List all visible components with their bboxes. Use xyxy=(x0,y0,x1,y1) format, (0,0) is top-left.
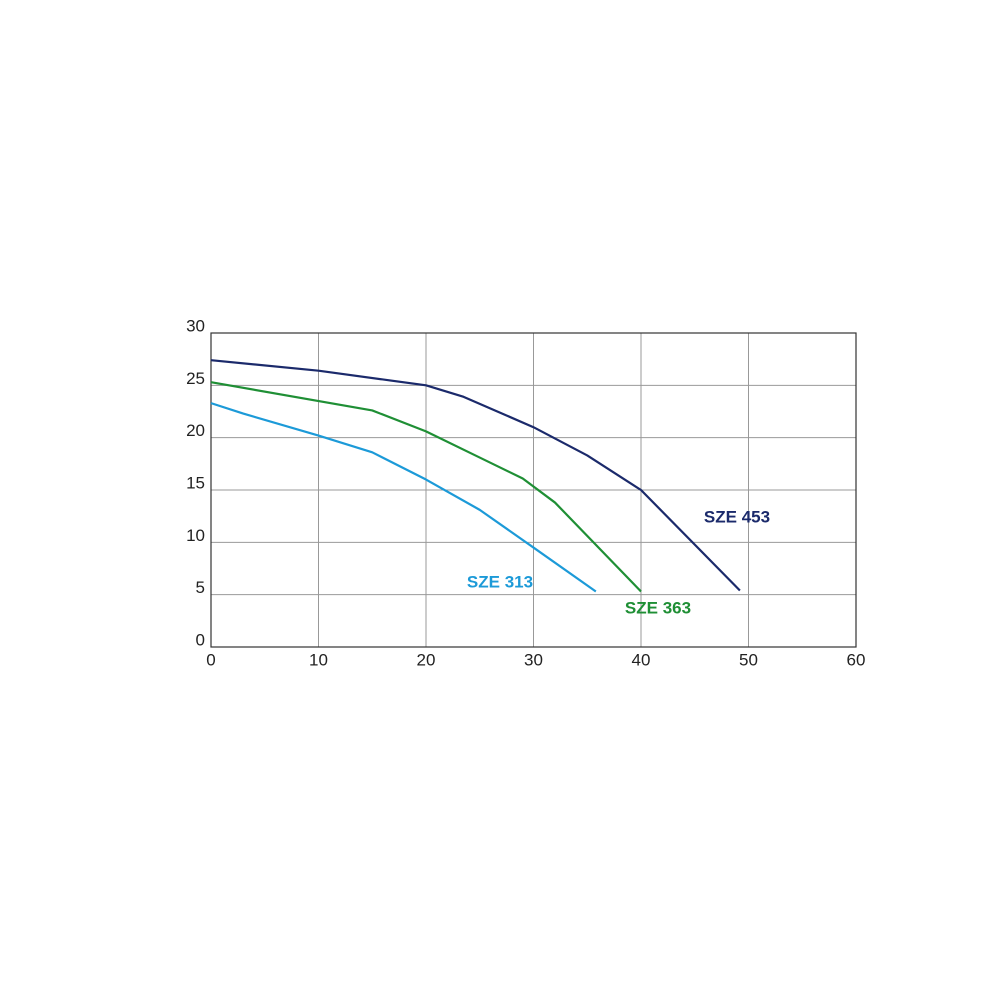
x-tick-label: 10 xyxy=(309,650,328,669)
y-tick-label: 5 xyxy=(196,578,205,597)
y-tick-label: 10 xyxy=(186,526,205,545)
series-label: SZE 363 xyxy=(625,598,691,617)
series-label: SZE 313 xyxy=(467,572,533,591)
line-series xyxy=(210,402,597,593)
series-label: SZE 453 xyxy=(704,507,770,526)
y-tick-label: 30 xyxy=(186,316,205,335)
x-tick-label: 40 xyxy=(632,650,651,669)
x-tick-label: 0 xyxy=(206,650,215,669)
line-series xyxy=(210,381,642,593)
y-tick-label: 20 xyxy=(186,421,205,440)
x-tick-label: 30 xyxy=(524,650,543,669)
plot-frame xyxy=(210,332,857,648)
x-tick-label: 50 xyxy=(739,650,758,669)
y-tick-label: 15 xyxy=(186,473,205,492)
y-tick-label: 25 xyxy=(186,369,205,388)
x-tick-label: 20 xyxy=(417,650,436,669)
line-series xyxy=(210,359,741,592)
y-tick-label: 0 xyxy=(196,630,205,649)
x-tick-label: 60 xyxy=(847,650,866,669)
